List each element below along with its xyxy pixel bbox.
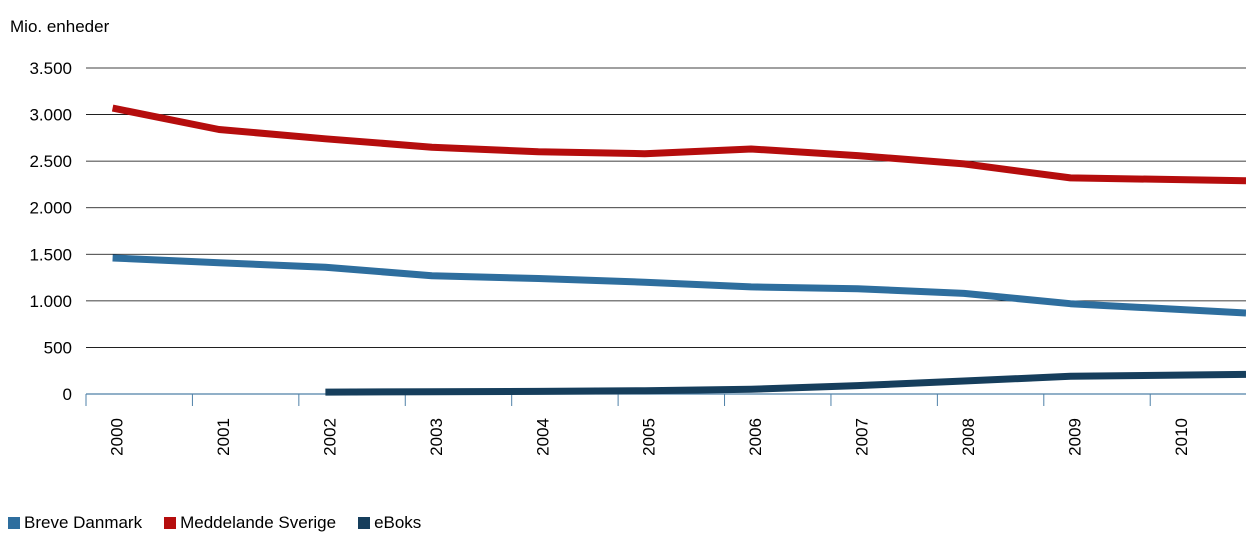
y-tick-label: 3.000 [29,106,72,125]
legend-label: Meddelande Sverige [180,513,337,532]
x-tick-label: 2000 [108,418,127,456]
x-tick-label: 2008 [959,418,978,456]
y-tick-label: 500 [44,338,72,357]
legend-swatch [8,517,20,529]
x-tick-label: 2005 [640,418,659,456]
x-tick-label: 2004 [533,418,552,456]
legend-label: Breve Danmark [24,513,143,532]
x-tick-label: 2010 [1172,418,1191,456]
series-lines [111,104,1246,396]
y-tick-label: 1.000 [29,292,72,311]
y-tick-label: 3.500 [29,59,72,78]
legend-item: Meddelande Sverige [164,513,336,533]
series-line-meddelande-sverige [111,104,1246,185]
legend-item: Breve Danmark [8,513,142,533]
x-tick-label: 2006 [746,418,765,456]
y-tick-label: 1.500 [29,245,72,264]
legend: Breve Danmark Meddelande Sverige eBoks [8,513,421,533]
legend-swatch [358,517,371,529]
x-tick-label: 2007 [853,418,872,456]
x-tick-label: 2009 [1065,418,1084,456]
x-tick-label: 2003 [427,418,446,456]
y-axis-title: Mio. enheder [10,17,110,36]
y-axis-ticks: 0 500 1.000 1.500 2.000 2.500 3.000 3.500 [29,59,72,404]
y-tick-label: 2.500 [29,152,72,171]
gridlines [86,67,1246,395]
series-line-eboks [325,370,1246,396]
series-line-breve-danmark [112,254,1246,317]
x-tick-label: 2002 [320,418,339,456]
legend-label: eBoks [374,513,422,532]
legend-item: eBoks [358,513,421,533]
x-axis: 2000 2001 2002 2003 2004 2005 2006 2007 2008 2009… [85,393,1246,456]
legend-swatch [164,517,177,529]
x-tick-label: 2001 [214,418,233,456]
line-chart: Mio. enheder 0 500 1.000 1.500 2.000 2.500 3.0… [10,17,1246,456]
y-tick-label: 2.000 [29,199,72,218]
y-tick-label: 0 [63,385,72,404]
